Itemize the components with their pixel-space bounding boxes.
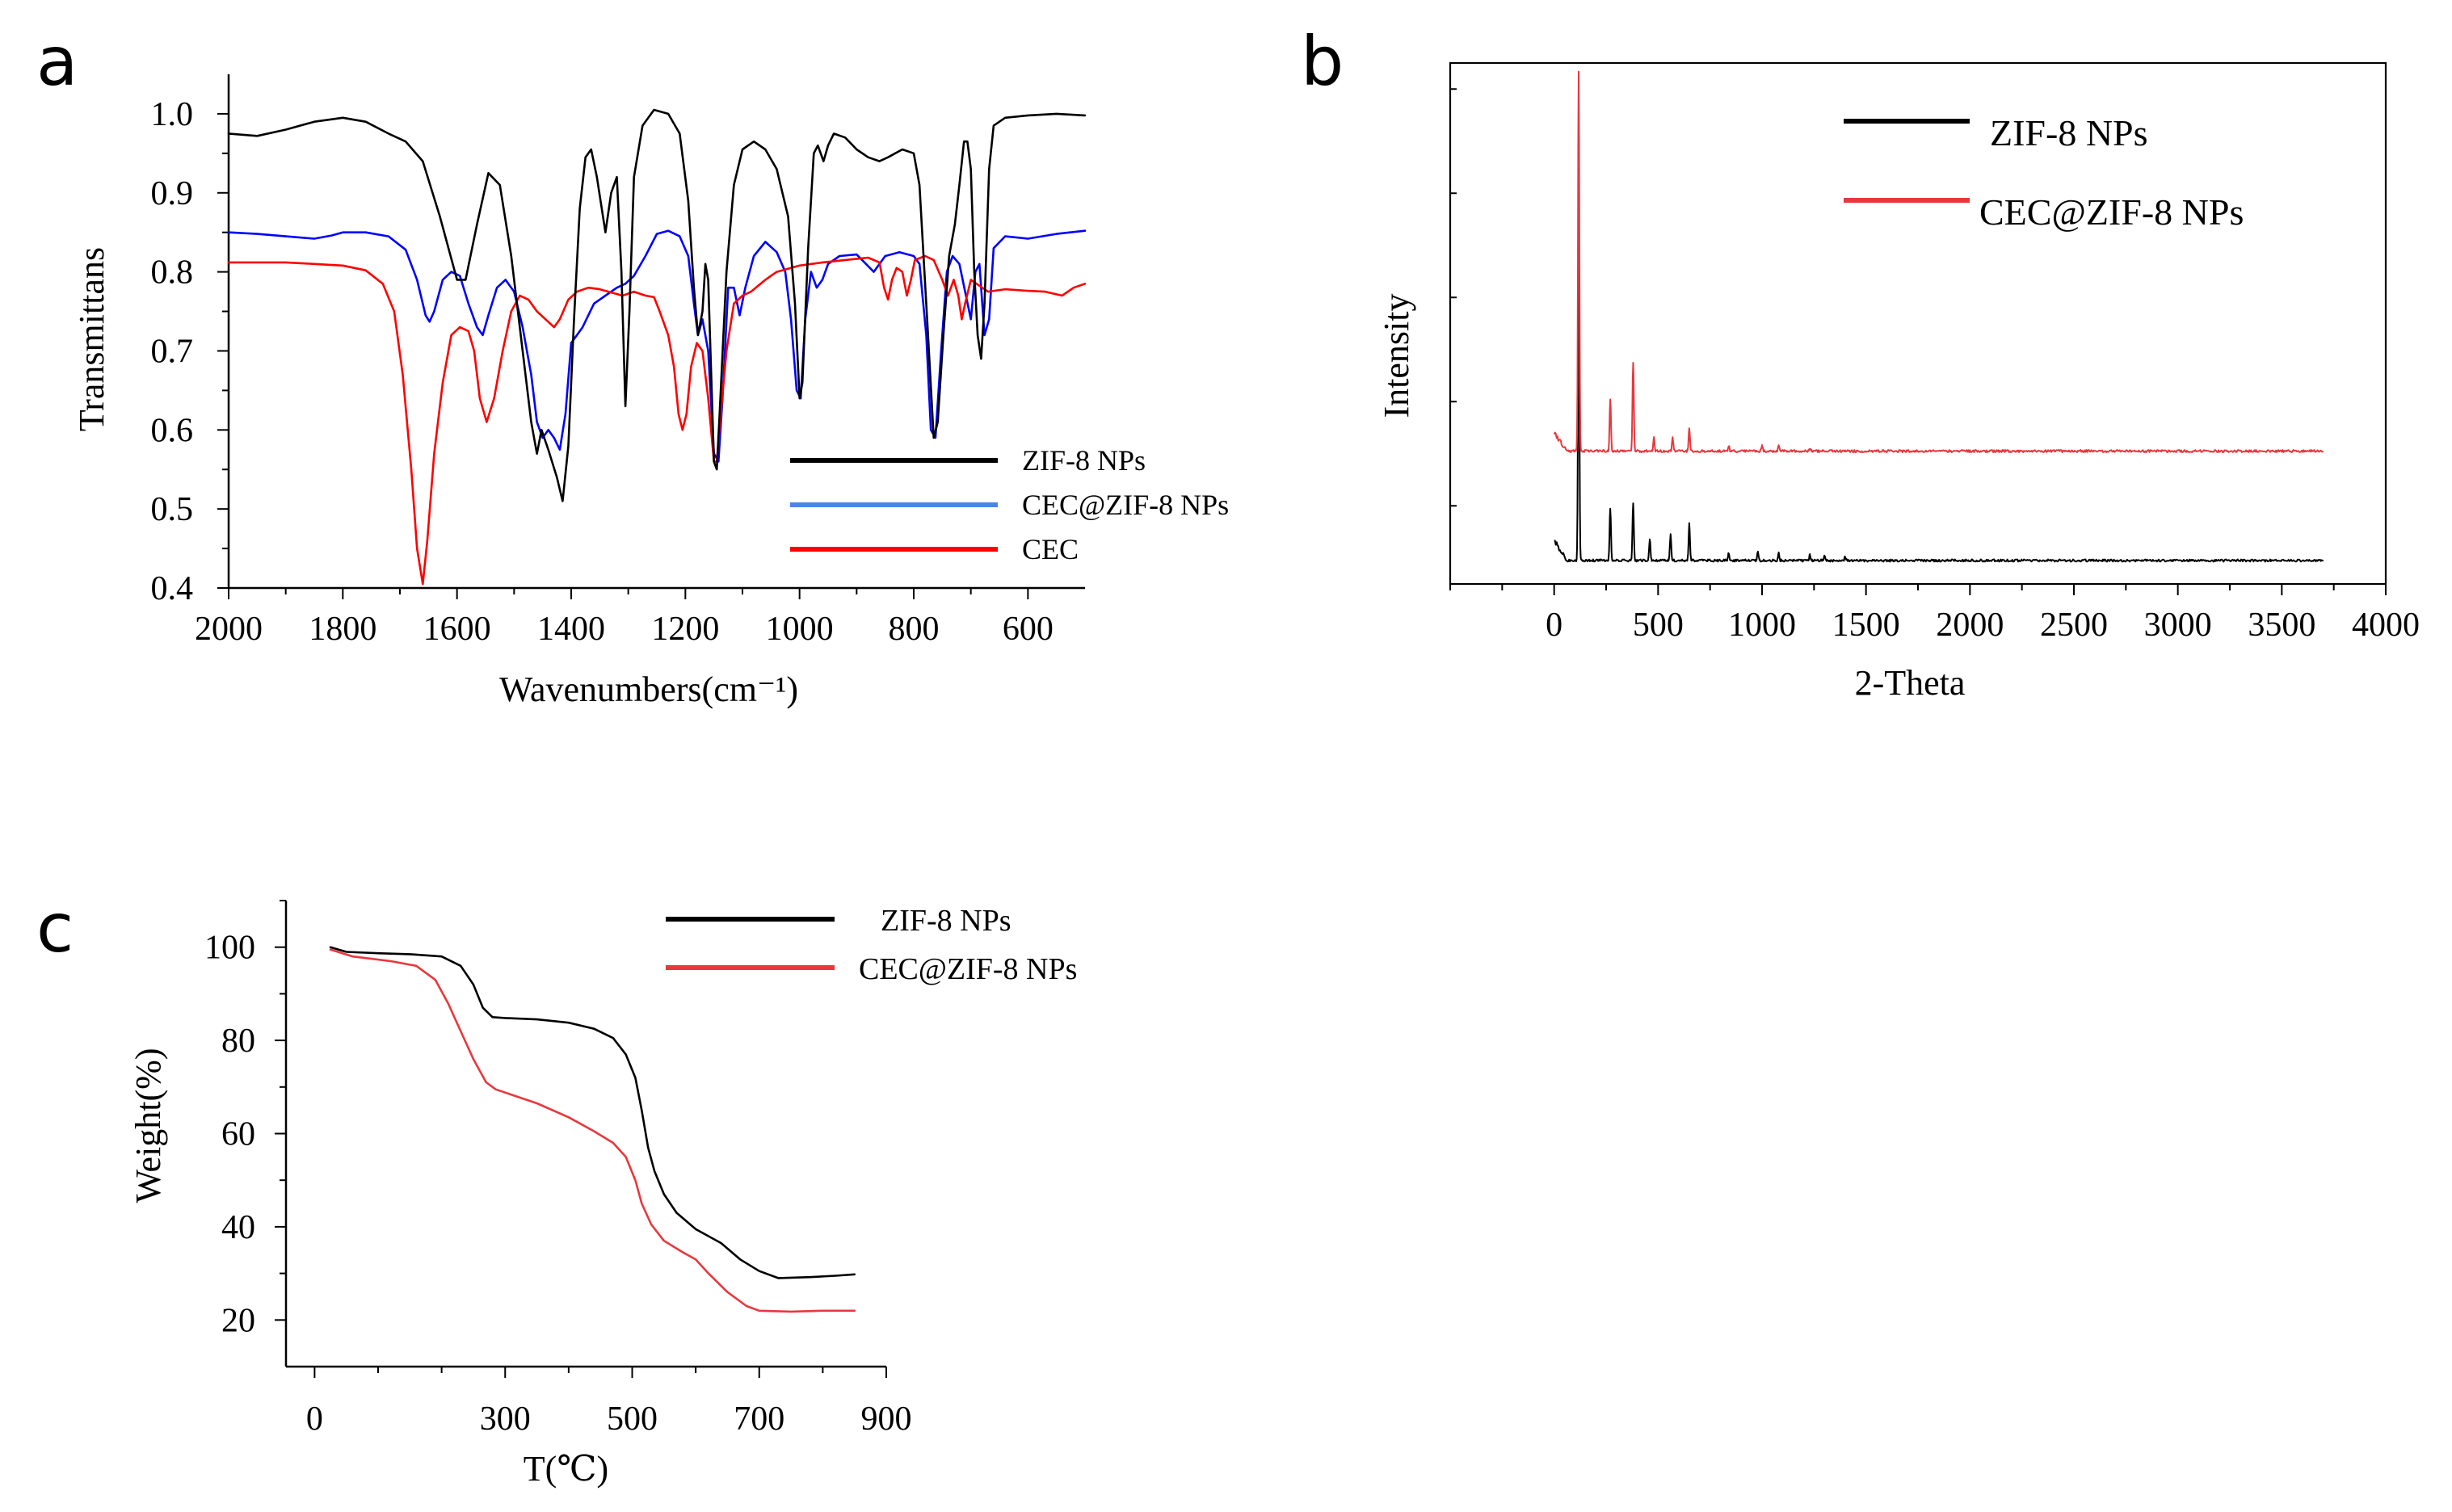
c-x-tick-label: 0 — [306, 1401, 323, 1438]
a-series-line — [227, 254, 1087, 586]
c-x-tick-label: 300 — [480, 1401, 531, 1438]
c-series-line — [329, 948, 856, 1313]
c-y-tick-label: 100 — [204, 930, 255, 967]
b-plot-frame — [1449, 61, 2387, 586]
c-legend-label: CEC@ZIF-8 NPs — [859, 952, 1077, 986]
a-x-tick-label: 600 — [1003, 611, 1054, 648]
a-x-tick-label: 1000 — [766, 611, 834, 648]
a-y-tick-label: 0.4 — [151, 570, 194, 607]
chart-b-xrd: 0 500 1000 1500 2000 2500 3000 3500 4000 2-Theta I… — [1377, 61, 2420, 703]
a-x-axis-title: Wavenumbers(cm⁻¹) — [499, 670, 798, 709]
c-x-tick-label: 900 — [861, 1401, 912, 1438]
panel-label-b: b — [1301, 22, 1344, 101]
b-x-axis-title: 2-Theta — [1855, 663, 1966, 703]
c-y-tick-label: 60 — [221, 1116, 255, 1153]
a-y-tick-label: 0.8 — [151, 254, 194, 292]
b-x-tick-label: 1500 — [1832, 607, 1900, 644]
b-x-tick-label: 4000 — [2352, 607, 2420, 644]
a-y-tick-label: 0.5 — [151, 491, 194, 528]
b-x-tick-label: 2500 — [2040, 607, 2108, 644]
b-series-line — [1554, 268, 2324, 563]
b-x-tick-label: 0 — [1546, 607, 1562, 644]
c-y-axis-title: Weight(%) — [128, 1048, 168, 1203]
a-x-tick-label: 2000 — [195, 611, 263, 648]
a-x-tick-label: 1800 — [309, 611, 376, 648]
b-legend-label: ZIF-8 NPs — [1990, 112, 2148, 153]
c-y-tick-label: 80 — [221, 1023, 255, 1060]
b-y-axis-title: Intensity — [1377, 294, 1416, 418]
a-x-tick-label: 1200 — [651, 611, 719, 648]
a-y-tick-label: 0.9 — [151, 175, 194, 212]
b-x-tick-label: 3000 — [2144, 607, 2212, 644]
b-x-tick-label: 3500 — [2248, 607, 2315, 644]
c-series-line — [329, 946, 856, 1279]
a-legend-label: CEC — [1022, 533, 1079, 565]
a-x-tick-label: 1400 — [537, 611, 605, 648]
a-legend-label: ZIF-8 NPs — [1022, 444, 1146, 477]
chart-a-ftir: 0.4 0.5 0.6 0.7 0.8 0.9 1.0 2000 1800 1600 1400 120… — [72, 74, 1229, 709]
a-x-tick-label: 800 — [889, 611, 940, 648]
panel-label-a: a — [36, 22, 78, 101]
b-legend-label: CEC@ZIF-8 NPs — [1979, 191, 2244, 233]
c-x-tick-label: 700 — [734, 1401, 784, 1438]
a-y-axis-title: Transmittans — [72, 247, 111, 431]
a-x-tick-label: 1600 — [423, 611, 491, 648]
b-x-tick-label: 1000 — [1728, 607, 1796, 644]
a-y-tick-label: 0.7 — [151, 333, 194, 370]
c-x-tick-label: 500 — [607, 1401, 658, 1438]
a-y-tick-label: 0.6 — [151, 412, 194, 449]
a-y-tick-label: 1.0 — [151, 96, 194, 133]
b-series-line — [1553, 70, 2324, 453]
c-y-tick-label: 40 — [221, 1209, 255, 1246]
panel-label-c: c — [36, 888, 74, 968]
chart-c-tga: 20 40 60 80 100 0 300 500 700 900 T(℃) Weight(%) ZIF… — [128, 900, 1077, 1489]
c-x-axis-title: T(℃) — [524, 1449, 608, 1489]
c-legend-label: ZIF-8 NPs — [881, 904, 1012, 938]
b-x-tick-label: 2000 — [1936, 607, 2004, 644]
a-series-line — [227, 108, 1087, 502]
c-y-tick-label: 20 — [221, 1302, 255, 1339]
a-legend-label: CEC@ZIF-8 NPs — [1022, 489, 1229, 521]
a-series-line — [227, 229, 1087, 463]
b-x-tick-label: 500 — [1633, 607, 1684, 644]
